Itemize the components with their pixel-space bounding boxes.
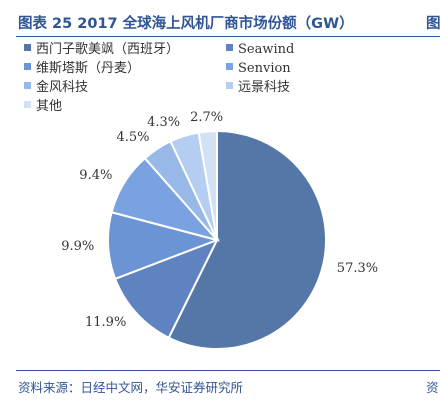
chart-title: 图表 25 2017 全球海上风机厂商市场份额（GW） (18, 16, 354, 32)
legend-label: 其他 (36, 99, 63, 114)
next-chart-title-fragment: 图 (426, 16, 440, 32)
source-rule (16, 370, 440, 371)
legend-label: Seawind (238, 42, 295, 57)
next-source-fragment: 资 (426, 380, 439, 395)
slice-percent-label: 4.3% (147, 115, 181, 131)
legend-swatch (24, 101, 31, 108)
legend-label: 维斯塔斯（丹麦） (36, 61, 141, 76)
legend-item: 其他 (24, 99, 62, 115)
pie-slice (113, 238, 220, 340)
legend-swatch (226, 82, 233, 89)
pie-slice (197, 129, 218, 241)
legend-item: 维斯塔斯（丹麦） (24, 61, 140, 77)
source-note: 资料来源：日经中文网，华安证券研究所 (18, 380, 244, 395)
slice-percent-label: 57.3% (336, 260, 379, 276)
legend-label: 金风科技 (36, 80, 89, 95)
slice-percent-label: 11.9% (85, 315, 127, 331)
legend-item: 西门子歌美飒（西班牙） (24, 42, 179, 58)
legend-item: Senvion (226, 61, 291, 77)
legend-swatch (24, 82, 31, 89)
legend-item: 远景科技 (226, 80, 290, 96)
slice-percent-label: 4.5% (116, 129, 150, 145)
slice-percent-label: 2.7% (190, 109, 224, 125)
legend-label: 西门子歌美飒（西班牙） (36, 42, 180, 57)
slice-percent-label: 9.9% (61, 239, 95, 255)
legend-swatch (24, 63, 31, 70)
legend-swatch (24, 44, 31, 51)
title-rule (16, 36, 440, 37)
legend-item: 金风科技 (24, 80, 88, 96)
pie-slice (167, 129, 328, 350)
legend-label: 远景科技 (238, 80, 291, 95)
legend-swatch (226, 44, 233, 51)
legend-label: Senvion (238, 61, 291, 76)
legend-swatch (226, 63, 233, 70)
slice-percent-label: 9.4% (79, 167, 113, 183)
legend-item: Seawind (226, 42, 294, 58)
